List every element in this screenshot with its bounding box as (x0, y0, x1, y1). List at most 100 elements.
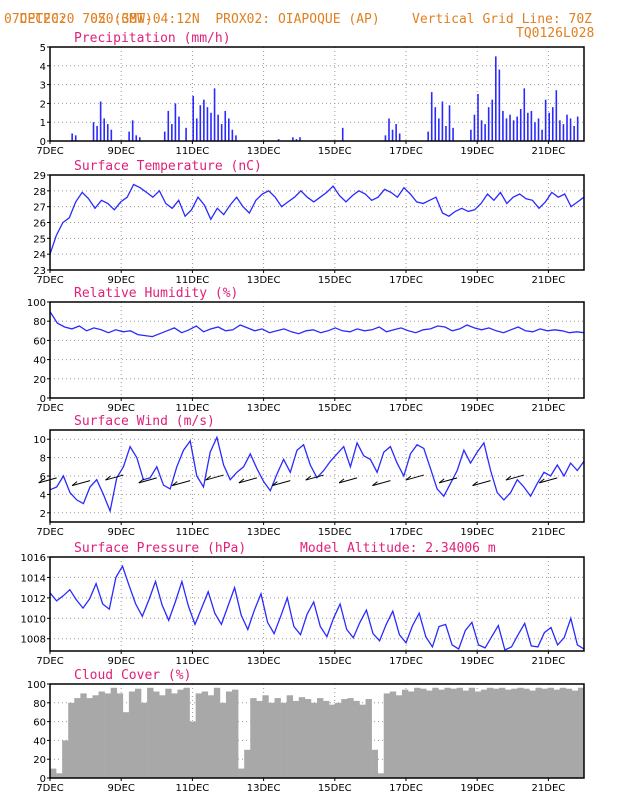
cloud-bar (426, 690, 433, 778)
cloud-bar (92, 695, 99, 778)
y-tick-label: 20 (33, 755, 46, 766)
precip-bar (473, 114, 476, 141)
wind-barb (38, 477, 57, 484)
precip-bar (163, 131, 166, 141)
cloud-bar (462, 690, 470, 778)
precip-frame (49, 46, 585, 142)
x-tick-label: 17DEC (389, 656, 423, 667)
cloud-frame (49, 683, 585, 779)
x-tick-label: 17DEC (389, 146, 423, 157)
wind-barb (405, 474, 424, 481)
precip-bar (139, 137, 141, 141)
precip-bar (534, 122, 536, 141)
cloud-bar (577, 687, 585, 778)
precip-bar (445, 125, 447, 141)
precip-bar (210, 112, 212, 141)
cloud-bar (110, 687, 118, 778)
precip-bar (388, 118, 390, 141)
cloud-bar (238, 768, 245, 778)
precip-bar (544, 99, 547, 141)
x-tick-label: 15DEC (318, 783, 352, 794)
wind-barb-head (271, 481, 278, 486)
cloud-bar (98, 691, 105, 778)
precip-bar (537, 118, 540, 141)
y-tick-label: 1010 (21, 614, 46, 625)
precip-bar (484, 124, 486, 141)
precip-bar (74, 135, 77, 141)
x-tick-label: 9DEC (108, 403, 135, 414)
precip-bar (452, 127, 454, 141)
cloud-bar (468, 687, 476, 778)
precip-bar (203, 99, 205, 141)
cloud-bar (268, 702, 275, 778)
cloud-bar (444, 687, 451, 778)
cloud-bar (408, 691, 415, 778)
cloud-bar (456, 687, 463, 778)
precip-bar (131, 120, 134, 141)
x-tick-label: 9DEC (108, 275, 135, 286)
precip-bar (573, 125, 575, 141)
cloud-bar (335, 702, 342, 778)
header-grid-line: Vertical Grid Line: 70Z (412, 12, 593, 27)
x-tick-label: 7DEC (36, 275, 63, 286)
x-tick-label: 17DEC (389, 275, 423, 286)
cloud-bar (195, 693, 203, 778)
cloud-bar (401, 689, 409, 778)
y-tick-label: 23 (33, 266, 46, 277)
y-tick-label: 2 (40, 99, 46, 110)
precip-bar (395, 124, 397, 141)
wind-barb-head (105, 475, 111, 481)
cloud-bar (353, 700, 360, 778)
x-tick-label: 9DEC (108, 656, 135, 667)
x-tick-label: 13DEC (247, 275, 281, 286)
x-tick-label: 15DEC (318, 656, 352, 667)
precip-bar (185, 127, 187, 141)
cloud-bar (56, 773, 63, 778)
precip-bar (295, 139, 298, 141)
wind-barb-head (505, 475, 512, 481)
cloud-bar (298, 697, 306, 778)
precip-bar (477, 94, 479, 141)
wind-barb-head (538, 478, 545, 484)
x-tick-label: 11DEC (176, 783, 210, 794)
precip-bar (438, 118, 440, 141)
temp-series-line (49, 183, 585, 255)
x-tick-label: 21DEC (532, 275, 566, 286)
precip-bar (527, 112, 529, 141)
cloud-bar (499, 687, 506, 778)
wind-barb (272, 480, 291, 487)
x-tick-label: 19DEC (460, 275, 494, 286)
wind-barb-head (38, 478, 44, 484)
wind-barb (71, 480, 91, 487)
precip-bar (516, 116, 518, 141)
cloud-bar (395, 695, 403, 778)
cloud-bar (535, 687, 542, 778)
cloud-bar (171, 693, 178, 778)
y-tick-label: 2 (40, 509, 46, 520)
wind-barb-head (205, 475, 211, 481)
wind-barb (505, 474, 525, 481)
x-tick-label: 19DEC (460, 527, 494, 538)
precip-bar (192, 95, 194, 141)
y-tick-label: 29 (33, 171, 46, 182)
wind-barb (238, 477, 258, 484)
precip-bar (128, 131, 130, 141)
cloud-bar (329, 704, 336, 778)
x-tick-label: 11DEC (176, 275, 210, 286)
precip-bar (562, 124, 565, 141)
cloud-bar (177, 689, 184, 778)
rh-series-line (49, 311, 585, 338)
wind-barb-head (472, 481, 478, 486)
cloud-bar (371, 749, 378, 778)
wind-barb (372, 480, 391, 487)
header-source: CPTEC: (19, 12, 67, 27)
cloud-bar (347, 698, 354, 778)
wind-barb-head (372, 481, 378, 486)
x-tick-label: 11DEC (176, 146, 210, 157)
y-tick-label: 28 (33, 187, 46, 198)
y-tick-label: 0 (40, 137, 46, 148)
y-tick-label: 100 (27, 680, 46, 691)
x-tick-label: 19DEC (460, 146, 494, 157)
wind-barb-head (238, 478, 245, 484)
cloud-bar (68, 702, 75, 778)
